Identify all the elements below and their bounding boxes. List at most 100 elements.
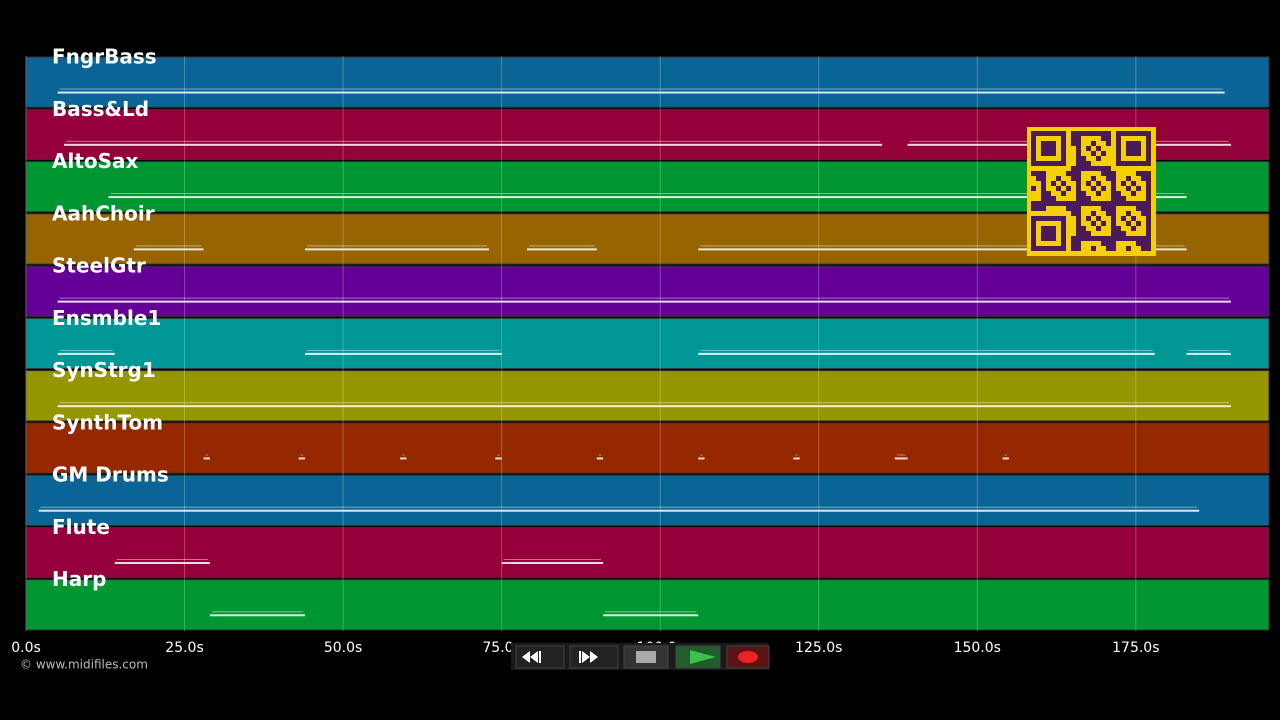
qr-module (1081, 196, 1086, 201)
qr-module (1146, 206, 1151, 211)
qr-module (1041, 186, 1046, 191)
qr-module (1111, 216, 1116, 221)
qr-module (1076, 176, 1081, 181)
qr-module (1066, 186, 1071, 191)
note-segment (495, 457, 502, 460)
track-lane (25, 422, 1270, 474)
note-segment-shadow (135, 245, 202, 247)
qr-module (1086, 146, 1091, 151)
note-segment (596, 457, 604, 460)
qr-module (1111, 206, 1116, 211)
qr-module (1126, 246, 1131, 251)
rewind-button[interactable] (515, 645, 565, 669)
qr-module (1141, 171, 1146, 176)
qr-module (1106, 176, 1111, 181)
qr-module (1111, 221, 1116, 226)
note-segment (793, 457, 800, 460)
note-segment (108, 196, 1187, 199)
qr-module (1076, 181, 1081, 186)
note-segment (305, 248, 489, 251)
note-segment (400, 457, 407, 460)
stop-button[interactable] (623, 645, 669, 669)
qr-module (1091, 211, 1096, 216)
controls (511, 643, 770, 670)
note-segment-shadow (59, 402, 1229, 404)
qr-module (1066, 171, 1071, 176)
qr-module (1096, 236, 1101, 241)
qr-module (1091, 201, 1096, 206)
note-segment (57, 352, 115, 355)
qr-module (1041, 176, 1046, 181)
qr-module (1146, 246, 1151, 251)
note-segment (698, 352, 1155, 355)
note-segment-shadow (1188, 349, 1229, 351)
qr-module (1091, 221, 1096, 226)
qr-module (1041, 181, 1046, 186)
qr-module (1076, 171, 1081, 176)
qr-module (1111, 196, 1116, 201)
track-lane (25, 579, 1270, 631)
note-segment-shadow (66, 140, 881, 142)
note-segment-shadow (307, 349, 500, 351)
qr-module (1061, 191, 1066, 196)
tracks (25, 56, 1270, 631)
track-name: SteelGtr (52, 254, 146, 278)
note-segment-shadow (605, 611, 697, 613)
labels: FngrBass Bass&Ld AltoSax AahChoir SteelGtr En… (11, 45, 1159, 657)
qr-module (1091, 246, 1096, 251)
qr-module (1121, 216, 1126, 221)
qr-module (1116, 196, 1121, 201)
qr-module (1126, 186, 1131, 191)
qr-module (1121, 231, 1126, 236)
track-name: GM Drums (52, 463, 169, 487)
qr-module (1116, 226, 1121, 231)
qr-module (1071, 141, 1076, 146)
qr-module (1146, 216, 1151, 221)
qr-module (1126, 201, 1131, 206)
qr-module (1081, 161, 1086, 166)
qr-module (1076, 136, 1081, 141)
qr-module (1131, 191, 1136, 196)
qr-module (1101, 136, 1106, 141)
qr-module (1086, 201, 1091, 206)
qr-module (1131, 216, 1136, 221)
track-lane (25, 317, 1270, 370)
qr-module (1101, 221, 1106, 226)
track-name: Bass&Ld (52, 97, 149, 121)
qr-module (1041, 206, 1046, 211)
qr-module (1071, 241, 1076, 246)
note-segment (603, 614, 699, 617)
play-button[interactable] (675, 645, 721, 669)
qr-module (1126, 236, 1131, 241)
qr-module (1086, 196, 1091, 201)
note-segment-shadow (598, 454, 602, 456)
qr-module (1076, 151, 1081, 156)
forward-button[interactable] (569, 645, 619, 669)
qr-module (1086, 181, 1091, 186)
note-segment-shadow (211, 611, 304, 613)
note-segment (209, 614, 306, 617)
note-segment-shadow (700, 349, 1153, 351)
qr-module (1126, 176, 1131, 181)
qr-module (1136, 186, 1141, 191)
qr-module (1066, 206, 1071, 211)
qr-module (1141, 206, 1146, 211)
qr-module (1086, 216, 1091, 221)
x-tick-label: 150.0s (954, 640, 1001, 656)
note-segment-shadow (110, 193, 1185, 195)
qr-module (1146, 236, 1151, 241)
qr-module (1036, 201, 1041, 206)
qr-module (1146, 241, 1151, 246)
qr-module (1141, 241, 1146, 246)
record-button[interactable] (726, 645, 770, 669)
qr-module (1071, 176, 1076, 181)
qr-module (1111, 191, 1116, 196)
qr-module (1076, 146, 1081, 151)
qr-finder (1041, 226, 1056, 241)
note-segment-shadow (205, 454, 208, 456)
qr-module (1111, 236, 1116, 241)
qr-module (1106, 246, 1111, 251)
qr-module (1091, 166, 1096, 171)
qr-module (1136, 206, 1141, 211)
qr-module (1056, 201, 1061, 206)
